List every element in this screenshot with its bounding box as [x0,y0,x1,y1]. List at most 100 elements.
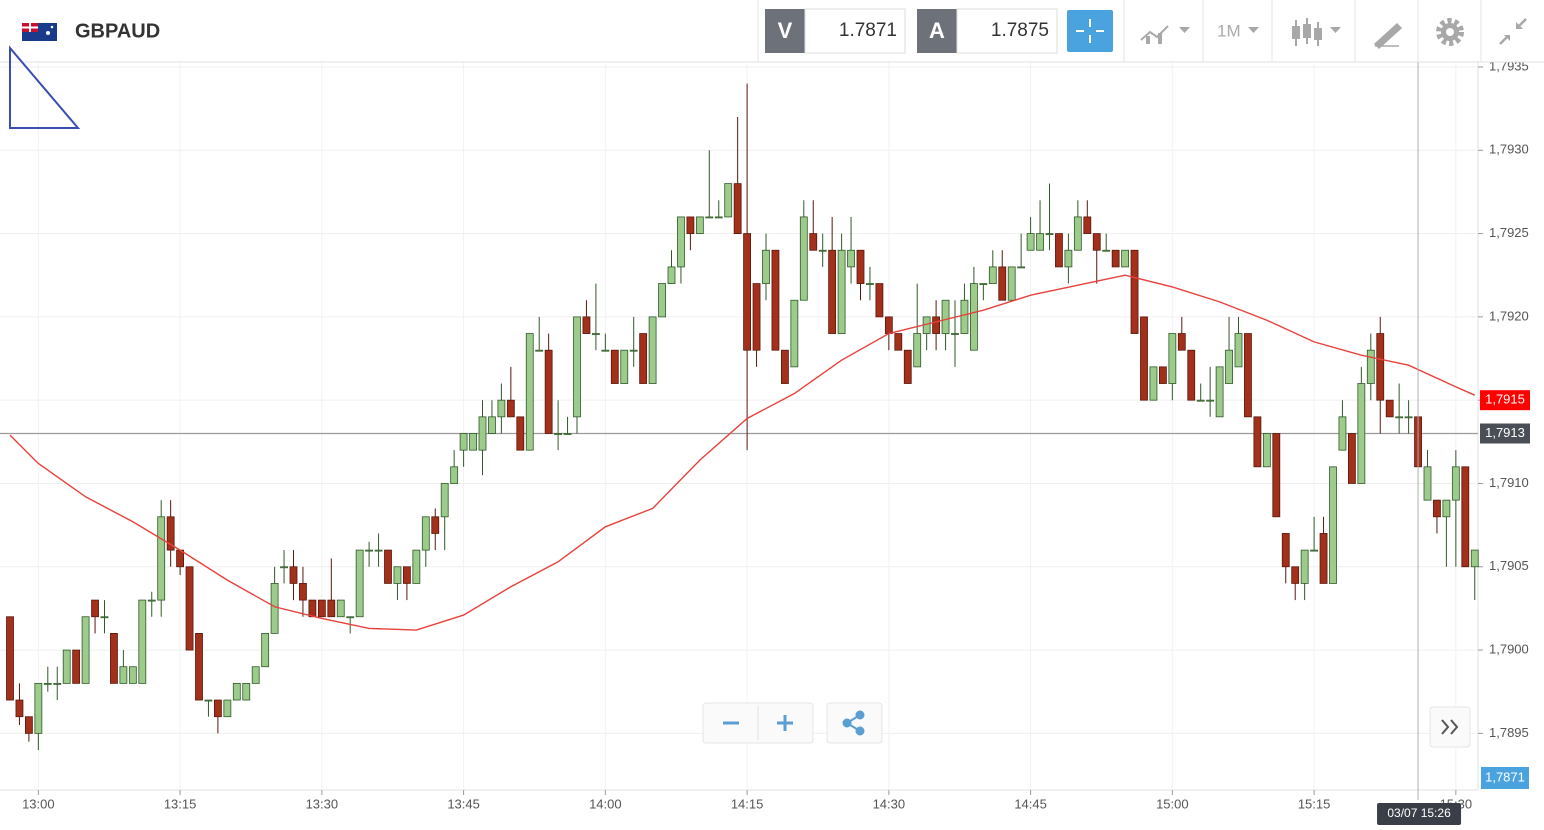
candle-body [1073,216,1082,251]
candle-body [866,283,874,285]
candle-body [204,699,213,702]
candle-body [554,433,562,435]
candle-body [100,616,109,619]
crosshair-button[interactable] [1067,10,1113,52]
y-tick-label: 1,7895 [1489,725,1529,740]
candle-icon[interactable] [1292,18,1322,46]
candle-body [317,599,326,618]
candle-body [355,549,364,618]
candle-body [1130,249,1139,334]
candle-body [1291,566,1300,584]
dropdown-caret[interactable] [1330,27,1341,33]
buy-label[interactable]: A [929,18,945,43]
candle-body [53,682,62,685]
candle-body [695,216,704,234]
y-tick-label: 1,7905 [1489,558,1529,573]
candle-body [913,333,922,368]
candle-body [1348,433,1356,484]
symbol: GBPAUD [75,20,160,42]
triangle-drawing[interactable] [9,45,81,129]
candle-body [166,516,175,551]
candle-body [1404,416,1413,419]
candle-body [110,633,118,684]
candle-body [1244,333,1252,418]
candle-body [223,699,232,718]
candle-body [677,216,685,268]
candle-body [138,599,147,684]
candle-body [393,566,402,584]
candle-body [506,399,515,418]
crosshair-icon [1076,19,1104,43]
candle-body [308,599,317,618]
candle-body [1319,533,1328,584]
candle-body [837,249,846,334]
sell-label-box[interactable] [765,9,805,53]
dropdown-caret[interactable] [1248,27,1259,33]
draw-icon[interactable] [1373,22,1403,50]
candle-body [1376,333,1385,401]
candle-body [970,283,978,351]
candle-body [365,549,374,552]
candle-body [582,316,591,334]
scroll-right-icon[interactable] [1441,719,1459,735]
settings-icon[interactable] [1436,18,1464,46]
candle-body [440,483,449,518]
sell-label[interactable]: V [778,18,793,43]
candle-body [1149,366,1158,401]
candle-body [412,549,421,584]
timeframe[interactable]: 1M [1217,21,1241,40]
share-box[interactable] [826,702,883,744]
candle-body [459,433,468,451]
candle-body [497,399,506,418]
buy-label-box[interactable] [917,9,957,53]
candle-body [1159,366,1167,384]
candle-body [573,316,581,418]
candle-body [894,333,903,351]
candle-body [988,266,997,284]
candle-body [450,466,459,484]
candle-body [1187,349,1196,401]
share-icon[interactable] [842,710,865,736]
candle-body [932,316,940,334]
candle-body [1470,549,1479,568]
candle-body [1423,466,1432,501]
candle-body [346,616,355,619]
candle-body [1281,533,1290,568]
candle-body [525,333,534,451]
candle-body [667,266,676,284]
crosshair-label: 03/07 15:26 [1387,806,1451,820]
candle-body [402,566,411,584]
candle-body [724,183,733,218]
candle-body [1253,416,1262,468]
candle-body [979,283,988,285]
chart-type-icon[interactable] [1140,25,1169,44]
candle-body [336,599,345,618]
candle-body [1036,233,1044,251]
candle-body [705,216,714,219]
candle-body [658,283,666,318]
candle-body [62,649,71,684]
candle-body [431,516,440,534]
sell-price-box[interactable] [804,8,906,54]
minimize-icon[interactable] [1499,18,1527,45]
scroll-right-button[interactable] [1429,706,1471,748]
candle-body [1433,499,1441,518]
buy-price[interactable]: 1.7875 [991,20,1049,41]
price-tag-box [1480,423,1530,444]
candle-body [232,682,241,701]
y-tick-label: 1,7910 [1489,475,1529,490]
zoom-in[interactable] [777,715,793,731]
candle-body [941,299,950,334]
candle-body [790,299,799,368]
bid-tag-box [1481,767,1529,789]
sell-price[interactable]: 1.7871 [839,20,897,41]
candle-body [1045,233,1054,235]
candle-body [1064,249,1073,268]
candle-body [752,283,761,351]
buy-price-box[interactable] [956,8,1058,54]
dropdown-caret[interactable] [1179,27,1190,33]
candle-body [1451,466,1460,501]
candle-body [1177,333,1186,351]
